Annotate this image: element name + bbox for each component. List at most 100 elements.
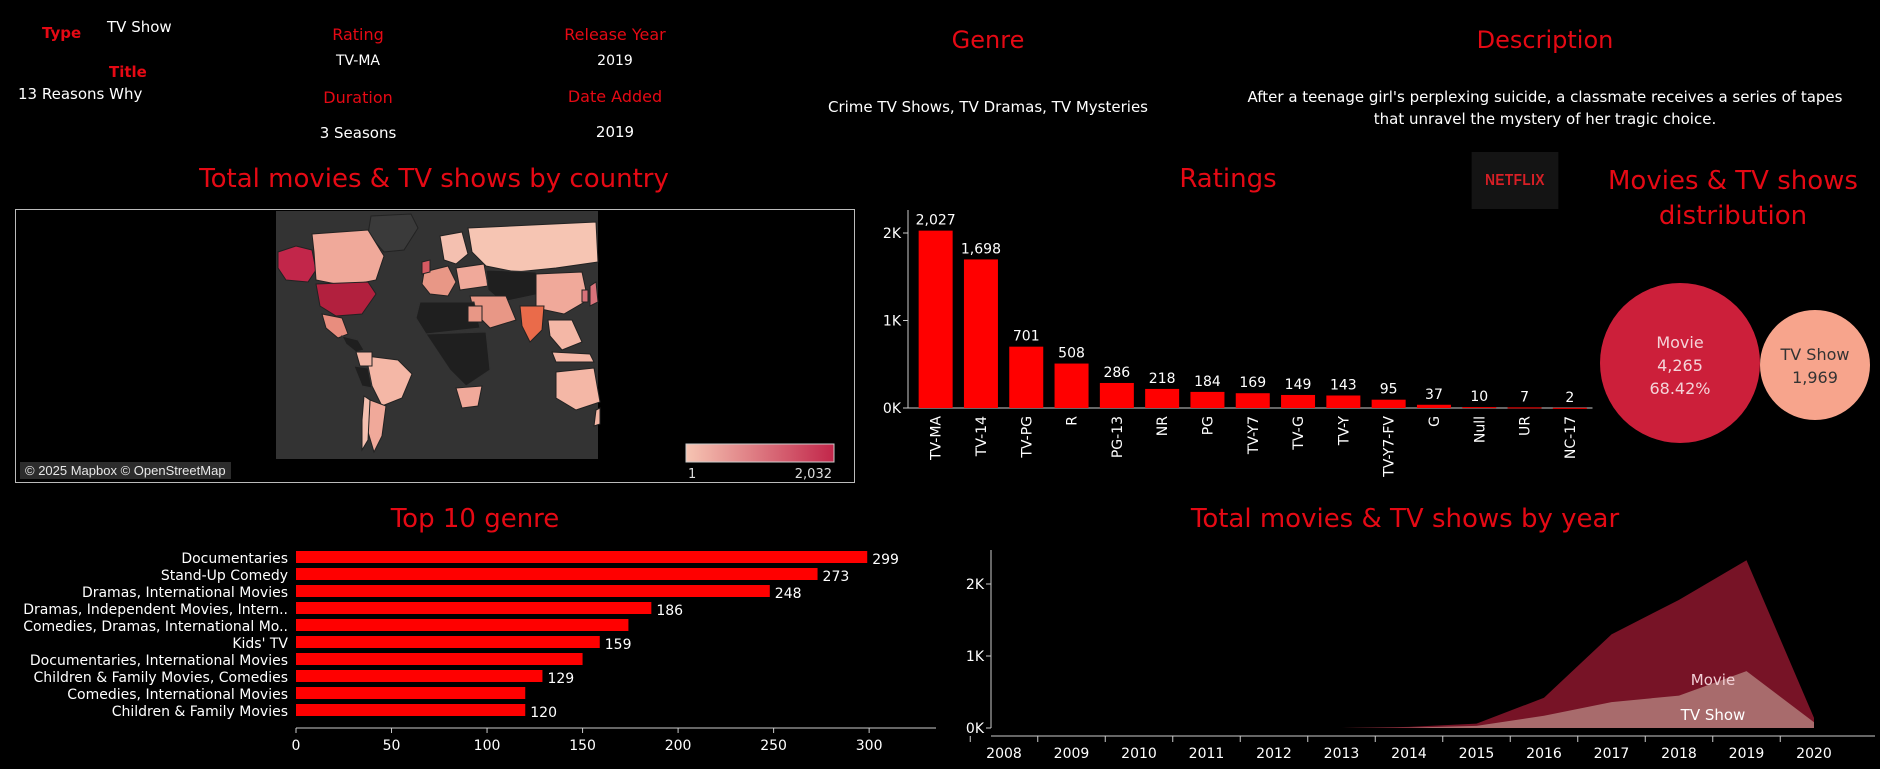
map-legend-max: 2,032 xyxy=(795,467,832,482)
year-xtick-label: 2014 xyxy=(1391,746,1427,762)
year-xtick-label: 2011 xyxy=(1189,746,1225,762)
genre-xtick-label: 250 xyxy=(760,738,787,754)
year-chart-title: Total movies & TV shows by year xyxy=(1190,504,1620,534)
ratings-category-label: TV-Y7 xyxy=(1246,416,1262,455)
type-label: Type xyxy=(42,24,82,42)
country-chile[interactable] xyxy=(361,395,371,452)
genre-category-label: Children & Family Movies, Comedies xyxy=(34,670,288,686)
country-uk[interactable] xyxy=(421,259,431,275)
genre-category-label: Comedies, International Movies xyxy=(67,687,288,703)
genre-bar xyxy=(296,687,526,699)
country-central-america[interactable] xyxy=(341,335,365,353)
genre-bar xyxy=(296,585,770,597)
ratings-category-label: G xyxy=(1427,416,1443,427)
rating-value: TV-MA xyxy=(335,53,381,69)
title-label: Title xyxy=(109,63,147,81)
genre-bar xyxy=(296,653,583,665)
ratings-category-label: R xyxy=(1065,416,1081,426)
ratings-bar-value: 37 xyxy=(1425,387,1443,403)
country-eastern-europe[interactable] xyxy=(455,263,489,291)
ratings-bar-value: 2,027 xyxy=(916,213,956,229)
tvshow-area xyxy=(1004,671,1814,728)
country-north-africa[interactable] xyxy=(415,301,481,335)
rating-label: Rating xyxy=(332,25,384,44)
ratings-bar xyxy=(1281,394,1316,408)
year-xtick-label: 2016 xyxy=(1526,746,1562,762)
country-europe-west[interactable] xyxy=(421,265,457,297)
map-legend-gradient xyxy=(685,443,835,463)
ratings-bar-value: 184 xyxy=(1194,374,1221,390)
genre-xtick-label: 150 xyxy=(569,738,596,754)
description-label: Description xyxy=(1476,26,1614,54)
type-value: TV Show xyxy=(107,18,172,36)
ratings-category-label: UR xyxy=(1518,416,1534,436)
country-central-africa[interactable] xyxy=(425,331,491,387)
year-xtick-label: 2019 xyxy=(1729,746,1765,762)
ratings-bar xyxy=(918,230,953,408)
genre-bar xyxy=(296,619,629,631)
ratings-category-label: TV-Y xyxy=(1336,416,1352,447)
country-egypt[interactable] xyxy=(467,305,483,323)
country-russia[interactable] xyxy=(467,221,599,273)
country-southeast-asia[interactable] xyxy=(547,319,583,351)
year-ytick-label: 2K xyxy=(966,577,985,593)
ratings-category-label: Null xyxy=(1472,416,1488,443)
country-australia[interactable] xyxy=(555,367,601,411)
genre-xtick-label: 200 xyxy=(665,738,692,754)
year-ytick-label: 0K xyxy=(966,721,985,737)
ratings-bar-value: 218 xyxy=(1149,371,1176,387)
country-peru[interactable] xyxy=(353,365,373,389)
ratings-bar xyxy=(1507,407,1542,409)
genre-bar-value: 273 xyxy=(823,569,850,585)
genre-bar-value: 159 xyxy=(605,637,632,653)
country-canada[interactable] xyxy=(311,229,385,287)
genre-bar xyxy=(296,602,652,614)
genre-category-label: Documentaries, International Movies xyxy=(30,653,288,669)
country-new-zealand[interactable] xyxy=(593,407,601,427)
tvshow-bubble[interactable] xyxy=(1760,310,1870,420)
country-colombia[interactable] xyxy=(355,351,373,367)
ratings-bar-value: 95 xyxy=(1380,382,1398,398)
year-chart: 0K 1K 2K Movie TV Show 2008 2009 2010 2011 2012 20… xyxy=(966,550,1875,762)
country-alaska[interactable] xyxy=(277,245,317,283)
ratings-bar-value: 7 xyxy=(1520,389,1529,405)
ratings-bar-value: 149 xyxy=(1285,377,1312,393)
ratings-ytick-label: 1K xyxy=(883,314,902,330)
country-india[interactable] xyxy=(519,305,545,343)
map-attribution: © 2025 Mapbox © OpenStreetMap xyxy=(20,462,231,479)
country-south-africa[interactable] xyxy=(455,385,483,409)
country-japan[interactable] xyxy=(589,281,599,307)
movie-bubble-value: 4,265 xyxy=(1657,356,1703,375)
ratings-bar xyxy=(1235,393,1270,408)
genre-category-label: Stand-Up Comedy xyxy=(161,568,288,584)
genre-category-label: Kids' TV xyxy=(232,636,288,652)
genre-chart: Documentaries 299 Stand-Up Comedy 273 Dramas… xyxy=(23,551,936,754)
country-scandinavia[interactable] xyxy=(439,231,469,265)
country-korea[interactable] xyxy=(581,289,589,303)
country-china[interactable] xyxy=(535,271,589,315)
movie-area-label: Movie xyxy=(1691,671,1735,689)
ratings-bar-value: 143 xyxy=(1330,377,1357,393)
year-ytick-label: 1K xyxy=(966,649,985,665)
tvshow-bubble-value: 1,969 xyxy=(1792,368,1838,387)
movie-bubble-percent: 68.42% xyxy=(1649,379,1710,398)
movie-area xyxy=(1004,560,1814,728)
genre-bar-value: 120 xyxy=(530,705,557,721)
country-map[interactable]: 1 2,032 © 2025 Mapbox © OpenStreetMap xyxy=(15,209,855,483)
country-central-asia[interactable] xyxy=(485,269,541,303)
year-xtick-label: 2015 xyxy=(1459,746,1495,762)
ratings-ytick-label: 2K xyxy=(883,226,902,242)
ratings-category-label: PG xyxy=(1200,416,1216,435)
year-xtick-label: 2020 xyxy=(1796,746,1832,762)
netflix-logo: NETFLIX xyxy=(1471,152,1559,209)
genre-bar xyxy=(296,636,600,648)
country-indonesia[interactable] xyxy=(551,351,595,363)
genre-bar-value: 129 xyxy=(547,671,574,687)
country-usa[interactable] xyxy=(315,281,377,317)
ratings-ytick-label: 0K xyxy=(883,401,902,417)
ratings-bar-value: 169 xyxy=(1239,375,1266,391)
year-xtick-label: 2010 xyxy=(1121,746,1157,762)
ratings-bar xyxy=(963,259,998,408)
movie-bubble[interactable] xyxy=(1600,283,1760,443)
date-added-label: Date Added xyxy=(567,87,663,106)
